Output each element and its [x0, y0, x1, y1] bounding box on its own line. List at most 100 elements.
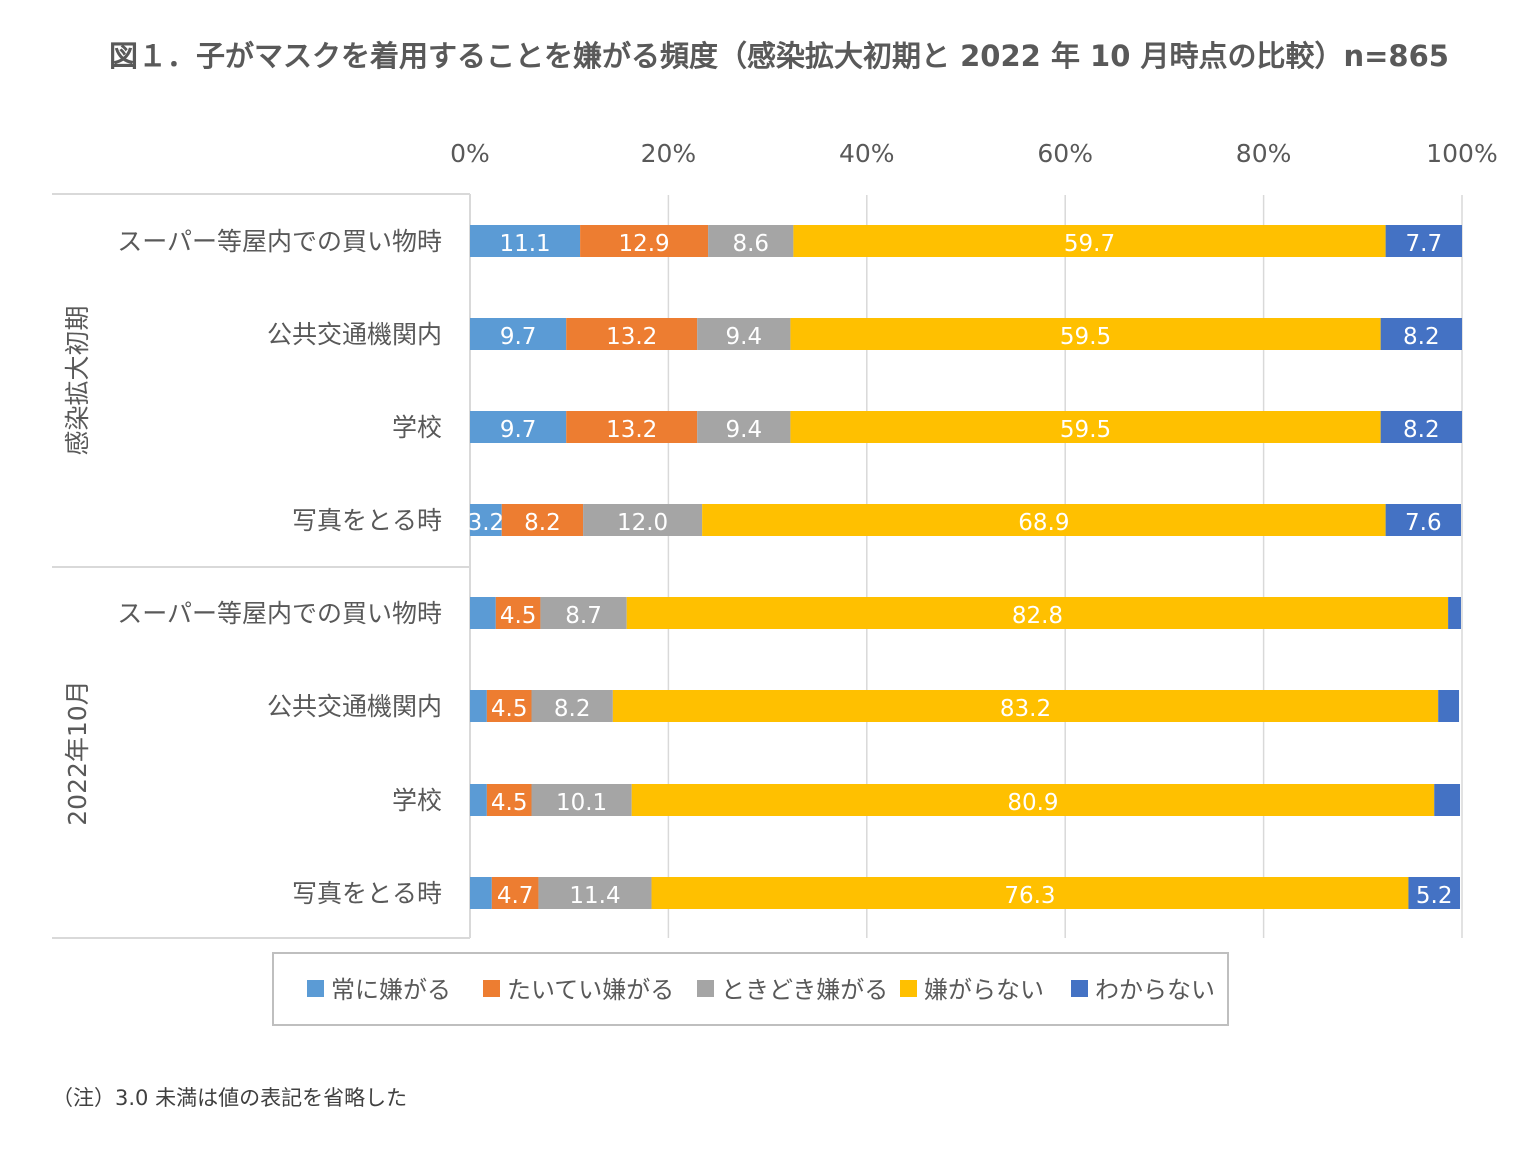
bar-segment [1408, 877, 1461, 909]
footnote: （注）3.0 未満は値の表記を省略した [52, 1086, 407, 1110]
data-label: 82.8 [1012, 603, 1063, 629]
data-label: 4.7 [497, 883, 534, 909]
data-label: 8.6 [732, 231, 769, 257]
bar-segment [470, 225, 581, 257]
bar-segment [702, 504, 1386, 536]
chart-title: 図１．子がマスクを着用することを嫌がる頻度（感染拡大初期と 2022 年 10 … [109, 39, 1449, 73]
x-tick-label: 40% [839, 139, 895, 168]
data-label: 68.9 [1018, 510, 1069, 536]
bar-segment [708, 225, 794, 257]
legend-swatch [900, 980, 917, 997]
bar-segment [470, 504, 502, 536]
data-label: 5.2 [1416, 883, 1453, 909]
data-label: 8.7 [565, 603, 602, 629]
category-label: 写真をとる時 [292, 879, 442, 908]
category-label: 公共交通機関内 [267, 692, 442, 721]
bar-segment [501, 504, 584, 536]
legend-label: わからない [1095, 976, 1215, 1004]
data-label: 8.2 [1403, 324, 1440, 350]
legend-label: 常に嫌がる [331, 976, 451, 1004]
data-label: 9.4 [726, 324, 763, 350]
data-label: 83.2 [1000, 696, 1051, 722]
legend-box [272, 952, 1229, 1026]
data-label: 13.2 [606, 324, 657, 350]
legend-swatch [307, 980, 324, 997]
legend-swatch [1071, 980, 1088, 997]
bar-segment [540, 597, 627, 629]
bar-segment [631, 784, 1435, 816]
group-label: 2022年10月 [63, 680, 92, 825]
bar-segment [470, 784, 487, 816]
bar-segment [583, 504, 703, 536]
bar-segment [697, 411, 791, 443]
data-label: 4.5 [491, 790, 528, 816]
data-label: 59.7 [1064, 231, 1115, 257]
bar-segment [531, 784, 632, 816]
legend-label: たいてい嫌がる [507, 976, 674, 1004]
data-label: 4.5 [500, 603, 537, 629]
bar-segment [697, 318, 791, 350]
bar-segment [626, 597, 1449, 629]
bar-segment [1434, 784, 1461, 816]
bar-segment [566, 411, 698, 443]
legend-swatch [483, 980, 500, 997]
data-label: 11.4 [569, 883, 620, 909]
x-tick-label: 60% [1037, 139, 1093, 168]
bar-segment [612, 690, 1439, 722]
data-label: 9.7 [500, 324, 537, 350]
data-label: 7.6 [1405, 510, 1442, 536]
bar-segment [491, 877, 539, 909]
bar-segment [566, 318, 698, 350]
bar-segment [1438, 690, 1460, 722]
bar-segment [495, 597, 541, 629]
bar-segment [470, 318, 567, 350]
data-label: 4.5 [491, 696, 528, 722]
x-tick-label: 100% [1426, 139, 1497, 168]
data-label: 9.7 [500, 417, 537, 443]
bar-segment [538, 877, 652, 909]
bar-segment [1448, 597, 1462, 629]
data-label: 80.9 [1007, 790, 1058, 816]
bar-segment [1385, 504, 1462, 536]
data-label: 59.5 [1060, 324, 1111, 350]
x-tick-label: 0% [450, 139, 490, 168]
data-label: 13.2 [606, 417, 657, 443]
legend-label: 嫌がらない [924, 976, 1044, 1004]
bar-segment [1385, 225, 1462, 257]
data-label: 8.2 [554, 696, 591, 722]
data-label: 8.2 [1403, 417, 1440, 443]
bar-segment [1380, 318, 1462, 350]
bar-segment [790, 318, 1381, 350]
legend-label: ときどき嫌がる [721, 976, 888, 1004]
bar-segment [651, 877, 1409, 909]
data-label: 10.1 [556, 790, 607, 816]
bar-segment [531, 690, 613, 722]
data-label: 7.7 [1406, 231, 1443, 257]
category-label: スーパー等屋内での買い物時 [117, 599, 442, 628]
x-tick-label: 20% [641, 139, 697, 168]
data-label: 11.1 [499, 231, 550, 257]
bar-segment [470, 690, 487, 722]
bar-segment [470, 597, 496, 629]
data-label: 59.5 [1060, 417, 1111, 443]
x-tick-label: 80% [1236, 139, 1292, 168]
group-label: 感染拡大初期 [63, 305, 92, 455]
bar-segment [486, 690, 532, 722]
bar-segment [790, 411, 1381, 443]
category-label: 学校 [392, 786, 442, 815]
bar-segment [486, 784, 532, 816]
data-label: 76.3 [1004, 883, 1055, 909]
bar-segment [1380, 411, 1462, 443]
category-label: 公共交通機関内 [267, 320, 442, 349]
category-label: スーパー等屋内での買い物時 [117, 227, 442, 256]
data-label: 9.4 [726, 417, 763, 443]
bar-segment [793, 225, 1386, 257]
data-label: 12.0 [617, 510, 668, 536]
data-label: 12.9 [618, 231, 669, 257]
bar-segment [580, 225, 709, 257]
category-label: 写真をとる時 [292, 506, 442, 535]
category-label: 学校 [392, 413, 442, 442]
data-label: 3.2 [468, 510, 505, 536]
